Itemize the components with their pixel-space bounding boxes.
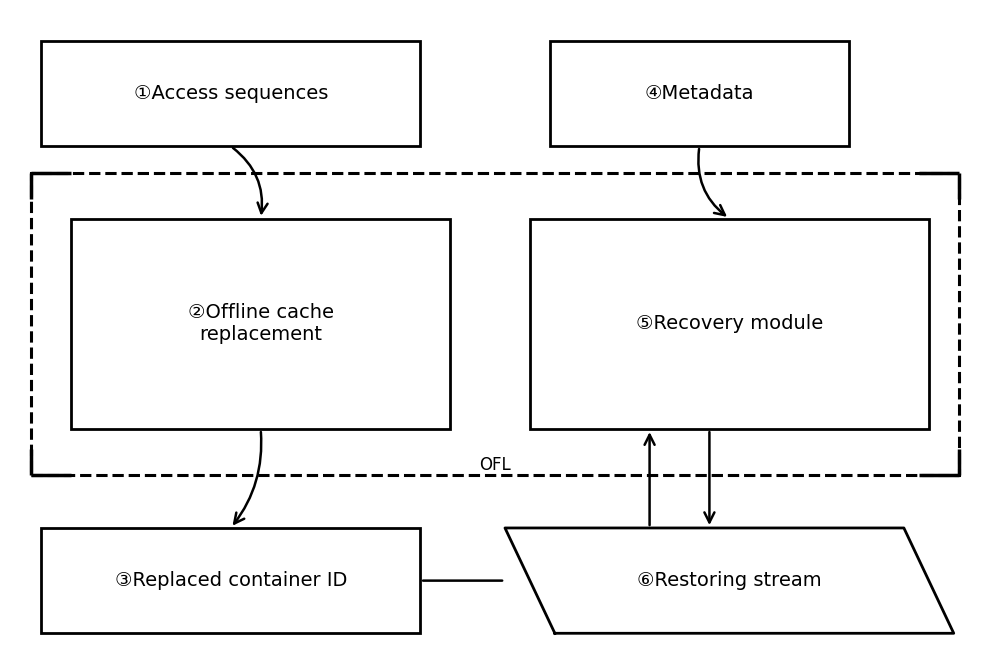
- Text: ④Metadata: ④Metadata: [645, 84, 754, 103]
- Bar: [41, 41, 420, 146]
- Text: ①Access sequences: ①Access sequences: [134, 84, 328, 103]
- Bar: [41, 528, 420, 633]
- Text: ③Replaced container ID: ③Replaced container ID: [115, 571, 347, 590]
- Bar: [550, 41, 849, 146]
- Bar: [71, 219, 450, 429]
- Text: ②Offline cache
replacement: ②Offline cache replacement: [188, 303, 334, 344]
- Bar: [530, 219, 929, 429]
- Text: ⑤Recovery module: ⑤Recovery module: [636, 315, 823, 333]
- Text: ⑥Restoring stream: ⑥Restoring stream: [637, 571, 822, 590]
- Polygon shape: [505, 528, 954, 633]
- Text: OFL: OFL: [479, 457, 511, 475]
